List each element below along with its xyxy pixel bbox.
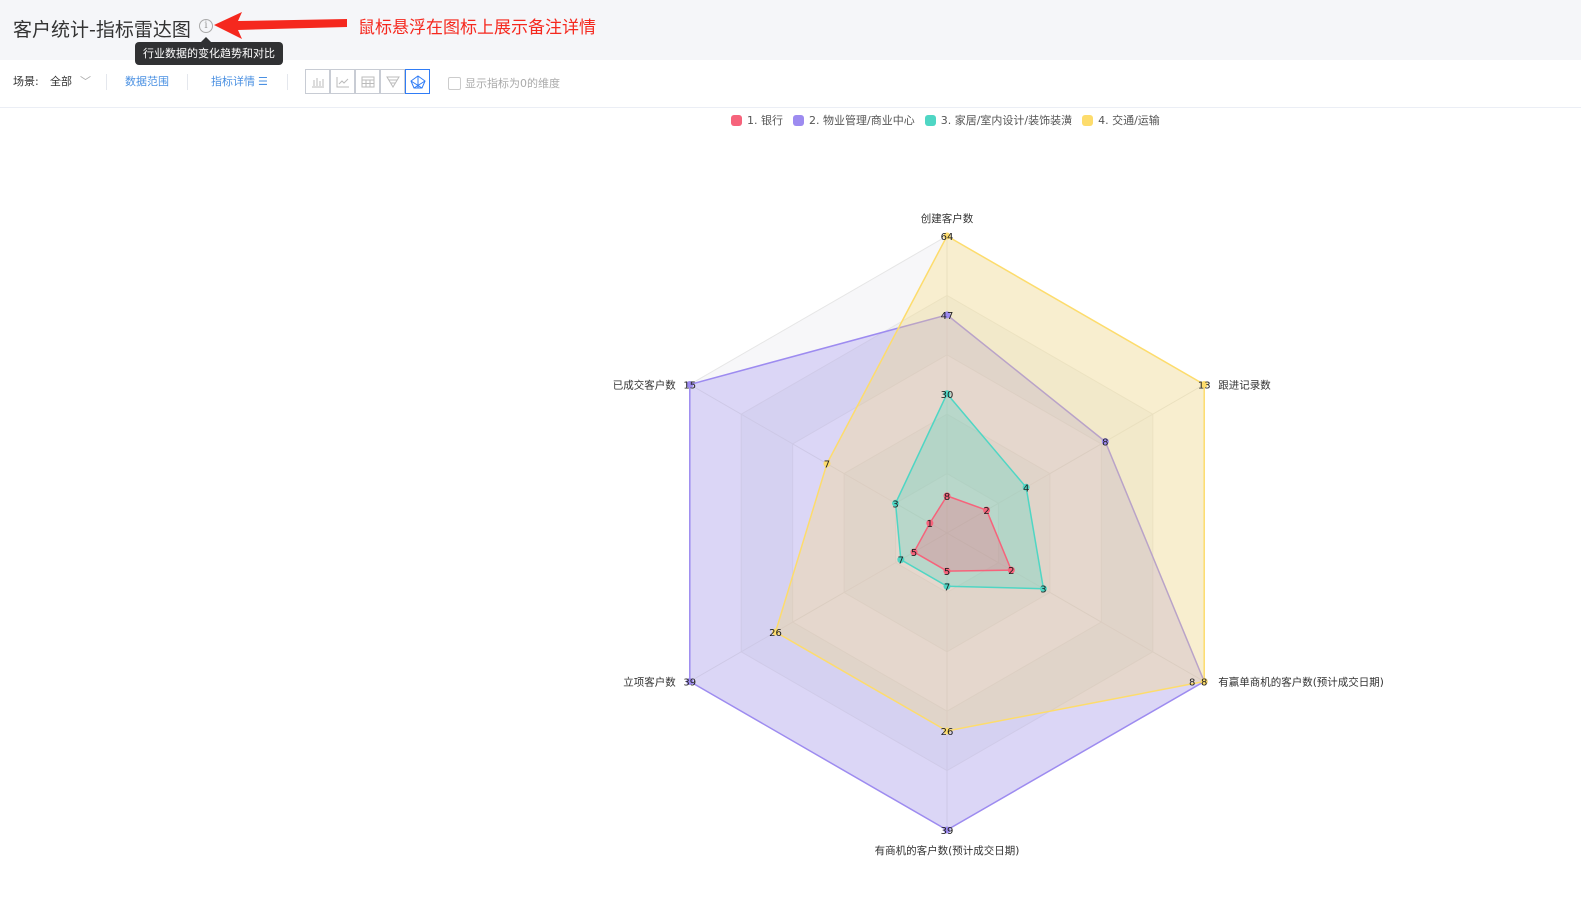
data-point [1022,483,1030,491]
scene-select[interactable]: 全部 [50,75,72,88]
axis-label: 立项客户数 [623,676,676,689]
data-label: 26 [769,628,782,639]
chart-legend: 1. 银行 2. 物业管理/商业中心 3. 家居/室内设计/装饰装潢 4. 交通/运输 [731,112,1160,128]
axis-label: 有商机的客户数(预计成交日期) [875,844,1020,857]
data-label: 7 [824,460,830,471]
data-point [897,556,905,564]
divider [187,74,188,90]
legend-item[interactable]: 1. 银行 [731,112,783,128]
data-point [943,311,951,319]
data-point [686,678,694,685]
data-label: 7 [898,556,904,567]
data-point [926,519,934,527]
data-point [943,390,951,398]
data-label: 8 [944,492,950,503]
metric-detail-button[interactable]: 指标详情 [211,75,255,88]
data-label: 15 [683,381,696,392]
data-label: 26 [941,727,954,738]
data-label: 8 [1201,678,1207,689]
legend-item[interactable]: 2. 物业管理/商业中心 [793,112,915,128]
legend-swatch [793,114,804,126]
data-point [910,548,918,556]
data-point [686,381,694,388]
legend-item[interactable]: 4. 交通/运输 [1082,112,1160,128]
legend-swatch [924,114,936,126]
data-label: 8 [1189,678,1195,689]
data-point [943,826,951,834]
axis-label: 已成交客户数 [613,379,676,392]
funnel-icon[interactable] [380,69,405,94]
line-chart-icon[interactable] [330,69,355,94]
tooltip: 行业数据的变化趋势和对比 [135,37,283,65]
data-label: 8 [1102,438,1108,449]
legend-label: 4. 交通/运输 [1098,114,1160,127]
data-point [772,628,780,636]
annotation-text: 鼠标悬浮在图标上展示备注详情 [358,18,596,38]
table-icon[interactable] [355,69,380,94]
page-title: 客户统计-指标雷达图 [13,19,191,41]
info-circle-icon[interactable]: i [199,19,213,33]
data-point [1039,585,1047,593]
data-label: 2 [983,506,989,517]
data-point [892,499,900,507]
data-point [823,460,831,468]
axis-label: 创建客户数 [921,212,974,225]
data-point [943,727,951,735]
data-point [1200,678,1208,685]
data-label: 7 [944,582,950,593]
divider [106,74,107,90]
data-label: 47 [941,311,954,322]
annotation-arrow-icon [214,12,347,39]
show-zero-label: 显示指标为0的维度 [465,77,560,90]
axis-line [689,384,948,534]
list-icon[interactable]: ☰ [258,75,268,88]
axis-line [946,384,1205,534]
data-label: 4 [1023,483,1029,494]
data-point [943,492,951,500]
header: 客户统计-指标雷达图 i 行业数据的变化趋势和对比 鼠标悬浮在图标上展示备注详情 [0,0,1581,65]
legend-swatch [731,114,742,126]
radar-chart-icon[interactable] [405,69,430,94]
data-point [1007,566,1015,574]
legend-label: 2. 物业管理/商业中心 [809,114,915,127]
data-label: 2 [1008,566,1014,577]
data-label: 5 [944,567,950,578]
data-label: 39 [683,678,696,689]
legend-item[interactable]: 3. 家居/室内设计/装饰装潢 [924,112,1073,128]
data-label: 5 [911,548,917,559]
data-label: 30 [941,390,954,401]
legend-label: 1. 银行 [747,114,783,127]
legend-swatch [1082,114,1094,126]
legend-label: 3. 家居/室内设计/装饰装潢 [940,114,1073,127]
scene-label: 场景: [13,75,39,88]
data-label: 39 [941,826,954,837]
axis-line [689,532,948,682]
axis-label: 有赢单商机的客户数(预计成交日期) [1218,676,1384,689]
data-label: 13 [1198,381,1211,392]
axis-line [946,532,1205,682]
data-point [943,567,951,575]
data-range-button[interactable]: 数据范围 [125,75,169,88]
data-label: 3 [892,499,898,510]
axis-label: 跟进记录数 [1218,379,1271,392]
data-point [1200,381,1208,388]
chevron-down-icon[interactable]: ﹀ [80,75,91,88]
data-point [943,232,951,240]
data-point [943,582,951,590]
show-zero-checkbox[interactable] [448,77,461,90]
data-label: 3 [1040,585,1046,596]
data-label: 64 [941,232,954,243]
divider [287,74,288,90]
data-label: 1 [927,519,933,530]
bar-chart-icon[interactable] [305,69,330,94]
data-point [1101,438,1109,446]
toolbar: 场景: 全部 ﹀ 数据范围 指标详情 ☰ 显示指标为0的维度 [0,60,1581,108]
data-point [983,506,991,514]
